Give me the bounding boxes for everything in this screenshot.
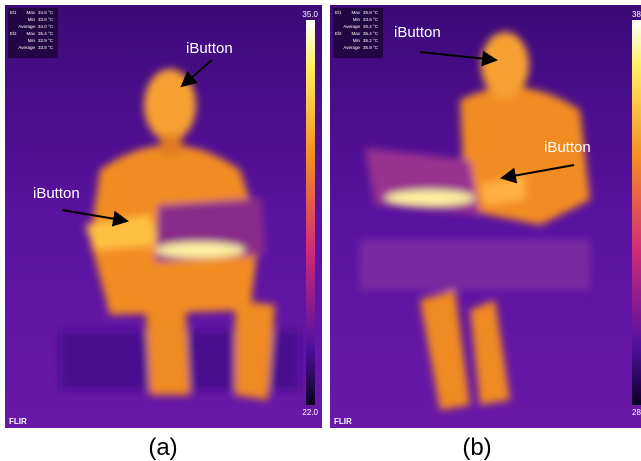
measurement-id: El1 xyxy=(335,10,342,15)
measurement-value: 33.6 °C xyxy=(363,17,379,22)
measurement-name: Average xyxy=(18,24,35,29)
measurement-value: 34.6 °C xyxy=(38,10,54,15)
measurement-value: 34.0 °C xyxy=(38,24,54,29)
thermal-image-b xyxy=(330,5,641,428)
annotation: iButton xyxy=(186,40,233,57)
measurement-value: 35.2 °C xyxy=(363,38,379,43)
measurement-value: 32.9 °C xyxy=(38,38,54,43)
measurement-name: Min xyxy=(353,17,361,22)
scale-max: 38. xyxy=(632,10,641,19)
measurement-value: 36.4 °C xyxy=(363,31,379,36)
measurement-value: 33.6 °C xyxy=(38,17,54,22)
measurement-name: Min xyxy=(353,38,361,43)
caption: (a) xyxy=(148,434,177,461)
measurement-name: Min xyxy=(28,38,36,43)
annotation: iButton xyxy=(394,24,441,41)
color-scale xyxy=(632,20,641,405)
scale-max: 35.0 xyxy=(302,10,318,19)
scale-min: 28. xyxy=(632,408,641,417)
caption: (b) xyxy=(462,434,491,461)
measurement-name: Max xyxy=(26,31,35,36)
measurement-value: 35.4 °C xyxy=(38,31,54,36)
annotation: iButton xyxy=(33,185,80,202)
measurement-name: Max xyxy=(351,10,360,15)
measurement-name: Max xyxy=(26,10,35,15)
scale-min: 22.0 xyxy=(302,408,318,417)
measurement-value: 33.8 °C xyxy=(38,45,54,50)
measurement-name: Max xyxy=(351,31,360,36)
logo: FLIR xyxy=(9,417,27,426)
measurement-value: 35.9 °C xyxy=(363,45,379,50)
logo: FLIR xyxy=(334,417,352,426)
color-scale xyxy=(306,20,315,405)
thermal-image-a xyxy=(5,5,322,428)
measurement-id: El2 xyxy=(335,31,342,36)
measurement-name: Average xyxy=(343,45,360,50)
measurement-name: Average xyxy=(343,24,360,29)
measurement-value: 35.8 °C xyxy=(363,10,379,15)
annotation: iButton xyxy=(544,139,591,156)
measurement-id: El1 xyxy=(10,10,17,15)
measurement-name: Min xyxy=(28,17,36,22)
measurement-id: El2 xyxy=(10,31,17,36)
measurement-name: Average xyxy=(18,45,35,50)
figure: 35.0 22.0 FLIR El1Max34.6 °CMin33.6 °CAv… xyxy=(0,0,641,461)
measurement-value: 35.2 °C xyxy=(363,24,379,29)
